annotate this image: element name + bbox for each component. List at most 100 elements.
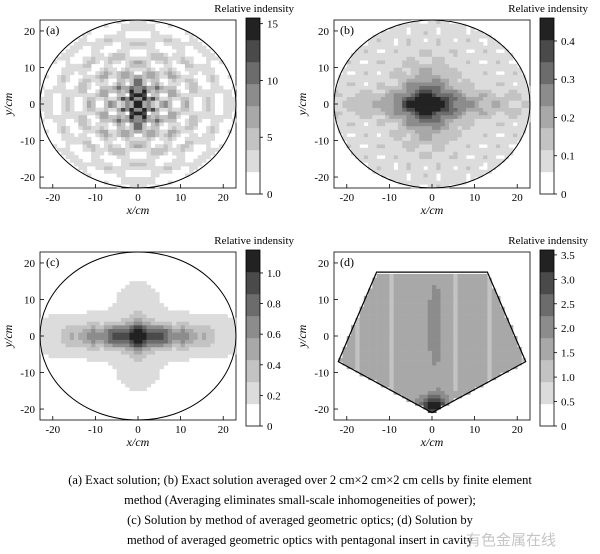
heatmap-cell xyxy=(133,372,139,377)
heatmap-cell xyxy=(155,30,160,35)
heatmap-cell xyxy=(500,114,505,119)
heatmap-cell xyxy=(495,310,501,315)
heatmap-cell xyxy=(466,317,471,322)
heatmap-cell xyxy=(432,158,437,163)
heatmap-cell xyxy=(338,89,343,94)
heatmap-cell xyxy=(504,343,509,348)
heatmap-cell xyxy=(478,350,484,355)
heatmap-cell xyxy=(500,332,505,337)
heatmap-cell xyxy=(521,74,527,79)
heatmap-cell xyxy=(427,361,433,366)
heatmap-cell xyxy=(359,151,365,156)
heatmap-cell xyxy=(125,354,130,359)
heatmap-cell xyxy=(389,122,394,127)
heatmap-cell xyxy=(419,177,424,181)
heatmap-cell xyxy=(120,71,126,76)
heatmap-cell xyxy=(487,93,492,97)
heatmap-cell xyxy=(172,114,177,119)
heatmap-cell xyxy=(363,350,369,355)
heatmap-cell xyxy=(167,321,173,326)
heatmap-cell xyxy=(48,111,54,116)
heatmap-cell xyxy=(65,151,71,156)
heatmap-cell xyxy=(214,325,220,329)
heatmap-cell xyxy=(517,107,522,112)
heatmap-cell xyxy=(461,325,467,329)
heatmap-cell xyxy=(521,111,527,116)
heatmap-cell xyxy=(449,372,454,377)
heatmap-cell xyxy=(427,82,433,87)
heatmap-cell xyxy=(427,158,433,163)
heatmap-cell xyxy=(504,328,509,333)
heatmap-cell xyxy=(432,317,437,322)
heatmap-cell xyxy=(423,136,429,141)
heatmap-cell xyxy=(359,49,365,54)
heatmap-cell xyxy=(125,78,130,83)
heatmap-cell xyxy=(453,387,458,392)
heatmap-cell xyxy=(423,398,429,403)
heatmap-cell xyxy=(133,339,139,344)
heatmap-cell xyxy=(385,74,390,79)
heatmap-cell xyxy=(461,173,467,178)
heatmap-cell xyxy=(385,89,390,94)
heatmap-cell xyxy=(449,38,454,43)
heatmap-cell xyxy=(453,295,458,300)
heatmap-cell xyxy=(95,321,100,326)
heatmap-cell xyxy=(116,303,122,308)
heatmap-cell xyxy=(103,133,109,138)
heatmap-cell xyxy=(385,295,390,300)
heatmap-cell xyxy=(419,93,424,97)
heatmap-cell xyxy=(78,114,83,119)
heatmap-cell xyxy=(466,144,471,149)
heatmap-cell xyxy=(120,82,126,87)
heatmap-cell xyxy=(414,63,420,68)
heatmap-cell xyxy=(146,67,152,72)
heatmap-cell xyxy=(197,343,203,348)
heatmap-cell xyxy=(61,151,66,156)
heatmap-cell xyxy=(389,325,394,329)
heatmap-cell xyxy=(436,93,441,97)
heatmap-cell xyxy=(355,104,360,108)
heatmap-cell xyxy=(436,23,441,28)
heatmap-cell xyxy=(432,34,437,39)
heatmap-cell xyxy=(457,38,463,43)
heatmap-cell xyxy=(125,89,130,94)
heatmap-cell xyxy=(436,125,441,130)
heatmap-cell xyxy=(491,354,497,359)
heatmap-cell xyxy=(495,129,501,134)
heatmap-cell xyxy=(150,85,156,90)
heatmap-cell xyxy=(491,71,497,76)
heatmap-cell xyxy=(406,166,411,171)
heatmap-cell xyxy=(508,85,514,90)
heatmap-cell xyxy=(376,93,382,97)
heatmap-cell xyxy=(159,346,164,351)
heatmap-cell xyxy=(368,89,373,94)
heatmap-cell xyxy=(491,125,497,130)
heatmap-cell xyxy=(419,158,424,163)
heatmap-cell xyxy=(466,310,471,315)
heatmap-cell xyxy=(163,85,169,90)
heatmap-cell xyxy=(427,332,433,337)
heatmap-cell xyxy=(495,140,501,145)
heatmap-cell xyxy=(91,41,96,46)
heatmap-cell xyxy=(495,122,501,127)
heatmap-cell xyxy=(363,306,369,311)
colorbar-level xyxy=(540,338,554,361)
heatmap-cell xyxy=(346,60,352,65)
heatmap-cell xyxy=(397,85,403,90)
heatmap-cell xyxy=(483,292,488,297)
heatmap-cell xyxy=(508,125,514,130)
heatmap-cell xyxy=(466,328,471,333)
heatmap-cell xyxy=(44,325,49,329)
heatmap-cell xyxy=(95,151,100,156)
heatmap-cell xyxy=(461,284,467,289)
heatmap-cell xyxy=(491,306,497,311)
heatmap-cell xyxy=(487,361,492,366)
heatmap-cell xyxy=(461,129,467,134)
heatmap-cell xyxy=(116,114,122,119)
heatmap-cell xyxy=(368,321,373,326)
heatmap-cell xyxy=(453,288,458,293)
heatmap-cell xyxy=(478,169,484,174)
heatmap-cell xyxy=(193,85,198,90)
heatmap-cell xyxy=(189,140,194,145)
heatmap-cell xyxy=(376,354,382,359)
